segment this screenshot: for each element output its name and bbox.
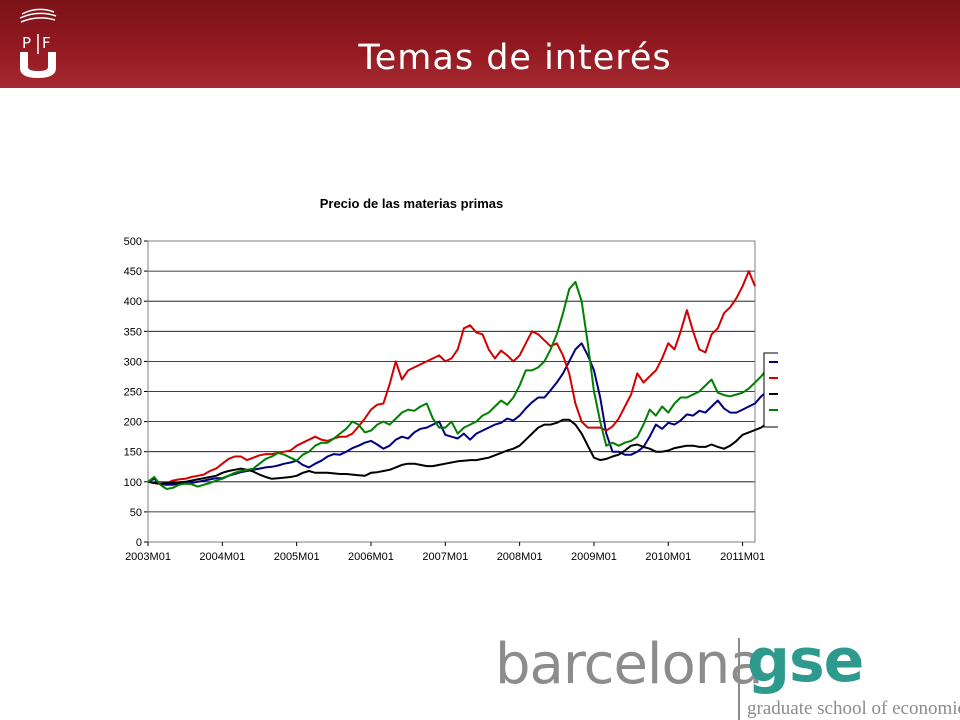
commodity-price-chart: Precio de las materias primas 0 50 100 150 20… — [124, 196, 778, 563]
y-tick-label: 200 — [124, 417, 142, 429]
series-line-energía — [147, 280, 778, 490]
x-tick-label: 2008M01 — [497, 551, 543, 563]
x-tick-label: 2010M01 — [645, 551, 691, 563]
slide-header: P F Temas de interés — [0, 0, 960, 88]
plot-area — [147, 240, 756, 543]
series-line-metales — [147, 270, 756, 486]
x-tick-label: 2007M01 — [422, 551, 468, 563]
x-tick-label: 2003M01 — [125, 551, 171, 563]
x-tick-label: 2009M01 — [571, 551, 617, 563]
y-tick-label: 400 — [124, 296, 142, 308]
y-tick-label: 250 — [124, 387, 142, 399]
svg-text:F: F — [42, 34, 51, 52]
barcelona-gse-logo: barcelona gse graduate school of economi… — [495, 626, 960, 720]
slide-title: Temas de interés — [358, 38, 672, 78]
brand-right-text: gse — [747, 626, 864, 696]
series-line-alimentos — [147, 412, 778, 485]
upf-logo-icon: P F — [19, 8, 57, 78]
y-tick-label: 500 — [124, 236, 142, 248]
svg-text:P: P — [22, 34, 31, 52]
brand-separator — [738, 638, 740, 720]
y-tick-label: 450 — [124, 266, 142, 278]
x-tick-label: 2005M01 — [274, 551, 320, 563]
y-tick-label: 0 — [136, 537, 142, 549]
x-tick-label: 2011M01 — [720, 551, 765, 563]
y-tick-label: 100 — [124, 477, 142, 489]
series-line-mat-primas — [147, 342, 778, 486]
chart-title: Precio de las materias primas — [320, 196, 504, 211]
y-tick-label: 300 — [124, 356, 142, 368]
brand-subtitle: graduate school of economics — [747, 698, 960, 719]
y-tick-label: 50 — [130, 507, 142, 519]
y-tick-label: 350 — [124, 326, 142, 338]
y-tick-label: 150 — [124, 447, 142, 459]
legend-box — [763, 352, 778, 428]
brand-left-text: barcelona — [495, 632, 764, 697]
x-tick-label: 2006M01 — [348, 551, 394, 563]
x-tick-label: 2004M01 — [199, 551, 245, 563]
